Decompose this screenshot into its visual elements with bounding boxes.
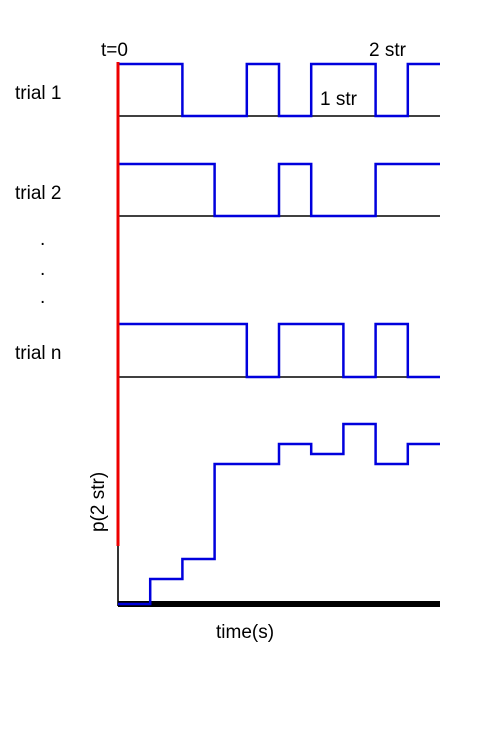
trial-n-trace (118, 324, 440, 377)
ellipsis-dot-3: . (40, 287, 45, 308)
state-low-label: 1 str (320, 89, 358, 110)
state-high-label: 2 str (369, 40, 407, 61)
ellipsis-dot-2: . (40, 259, 45, 280)
trial-2-trace (118, 164, 440, 216)
time-zero-label: t=0 (101, 40, 128, 61)
trial-n-label: trial n (15, 343, 61, 364)
x-axis-label: time(s) (216, 622, 274, 643)
probability-step-curve (118, 424, 440, 604)
y-axis-label: p(2 str) (88, 472, 109, 532)
trial-1-trace (118, 64, 440, 116)
ellipsis-dot-1: . (40, 229, 45, 250)
trial-2-label: trial 2 (15, 183, 61, 204)
trial-1-label: trial 1 (15, 83, 61, 104)
